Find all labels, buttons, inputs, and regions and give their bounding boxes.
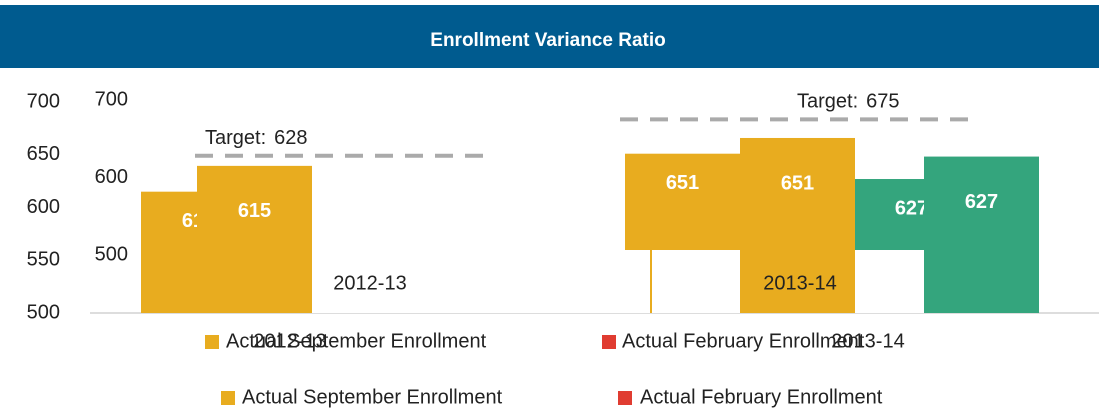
target-label: Target: 628 — [205, 127, 308, 149]
y-tick-label: 600 — [95, 166, 128, 188]
header-bar — [0, 5, 1099, 68]
legend-swatch — [618, 391, 632, 405]
data-label: 651 — [666, 172, 699, 194]
target-caption: Target: — [797, 91, 858, 113]
legend-label: Actual September Enrollment — [242, 386, 503, 408]
bar — [197, 165, 312, 313]
target-label: Target: 675 — [797, 91, 900, 113]
legend-swatch — [602, 335, 616, 349]
data-label: 627 — [895, 197, 928, 219]
y-tick-label: 650 — [27, 143, 60, 165]
bar — [924, 156, 1039, 313]
legend-swatch — [221, 391, 235, 405]
x-tick-label: 2013-14 — [763, 272, 836, 294]
y-tick-label: 500 — [27, 301, 60, 323]
data-label: 651 — [781, 172, 814, 194]
target-value: 628 — [274, 127, 307, 149]
y-tick-label: 700 — [95, 88, 128, 110]
y-tick-label: 700 — [27, 90, 60, 112]
y-tick-label: 550 — [27, 249, 60, 271]
legend-label: Actual September Enrollment — [226, 330, 487, 352]
legend-label: Actual February Enrollment — [640, 386, 883, 408]
x-tick-label: 2013-14 — [831, 330, 904, 352]
data-label: 627 — [965, 191, 998, 213]
bar — [740, 137, 855, 313]
target-value: 675 — [866, 91, 899, 113]
x-tick-label: 2012-13 — [333, 272, 406, 294]
legend-label: Actual February Enrollment — [622, 330, 865, 352]
data-label: 615 — [238, 200, 271, 222]
legend-swatch — [205, 335, 219, 349]
plot-background — [277, 250, 650, 313]
header-title: Enrollment Variance Ratio — [430, 30, 665, 51]
x-tick-label: 2012-13 — [253, 330, 326, 352]
target-caption: Target: — [205, 127, 266, 149]
y-tick-label: 600 — [27, 196, 60, 218]
y-tick-label: 500 — [95, 243, 128, 265]
